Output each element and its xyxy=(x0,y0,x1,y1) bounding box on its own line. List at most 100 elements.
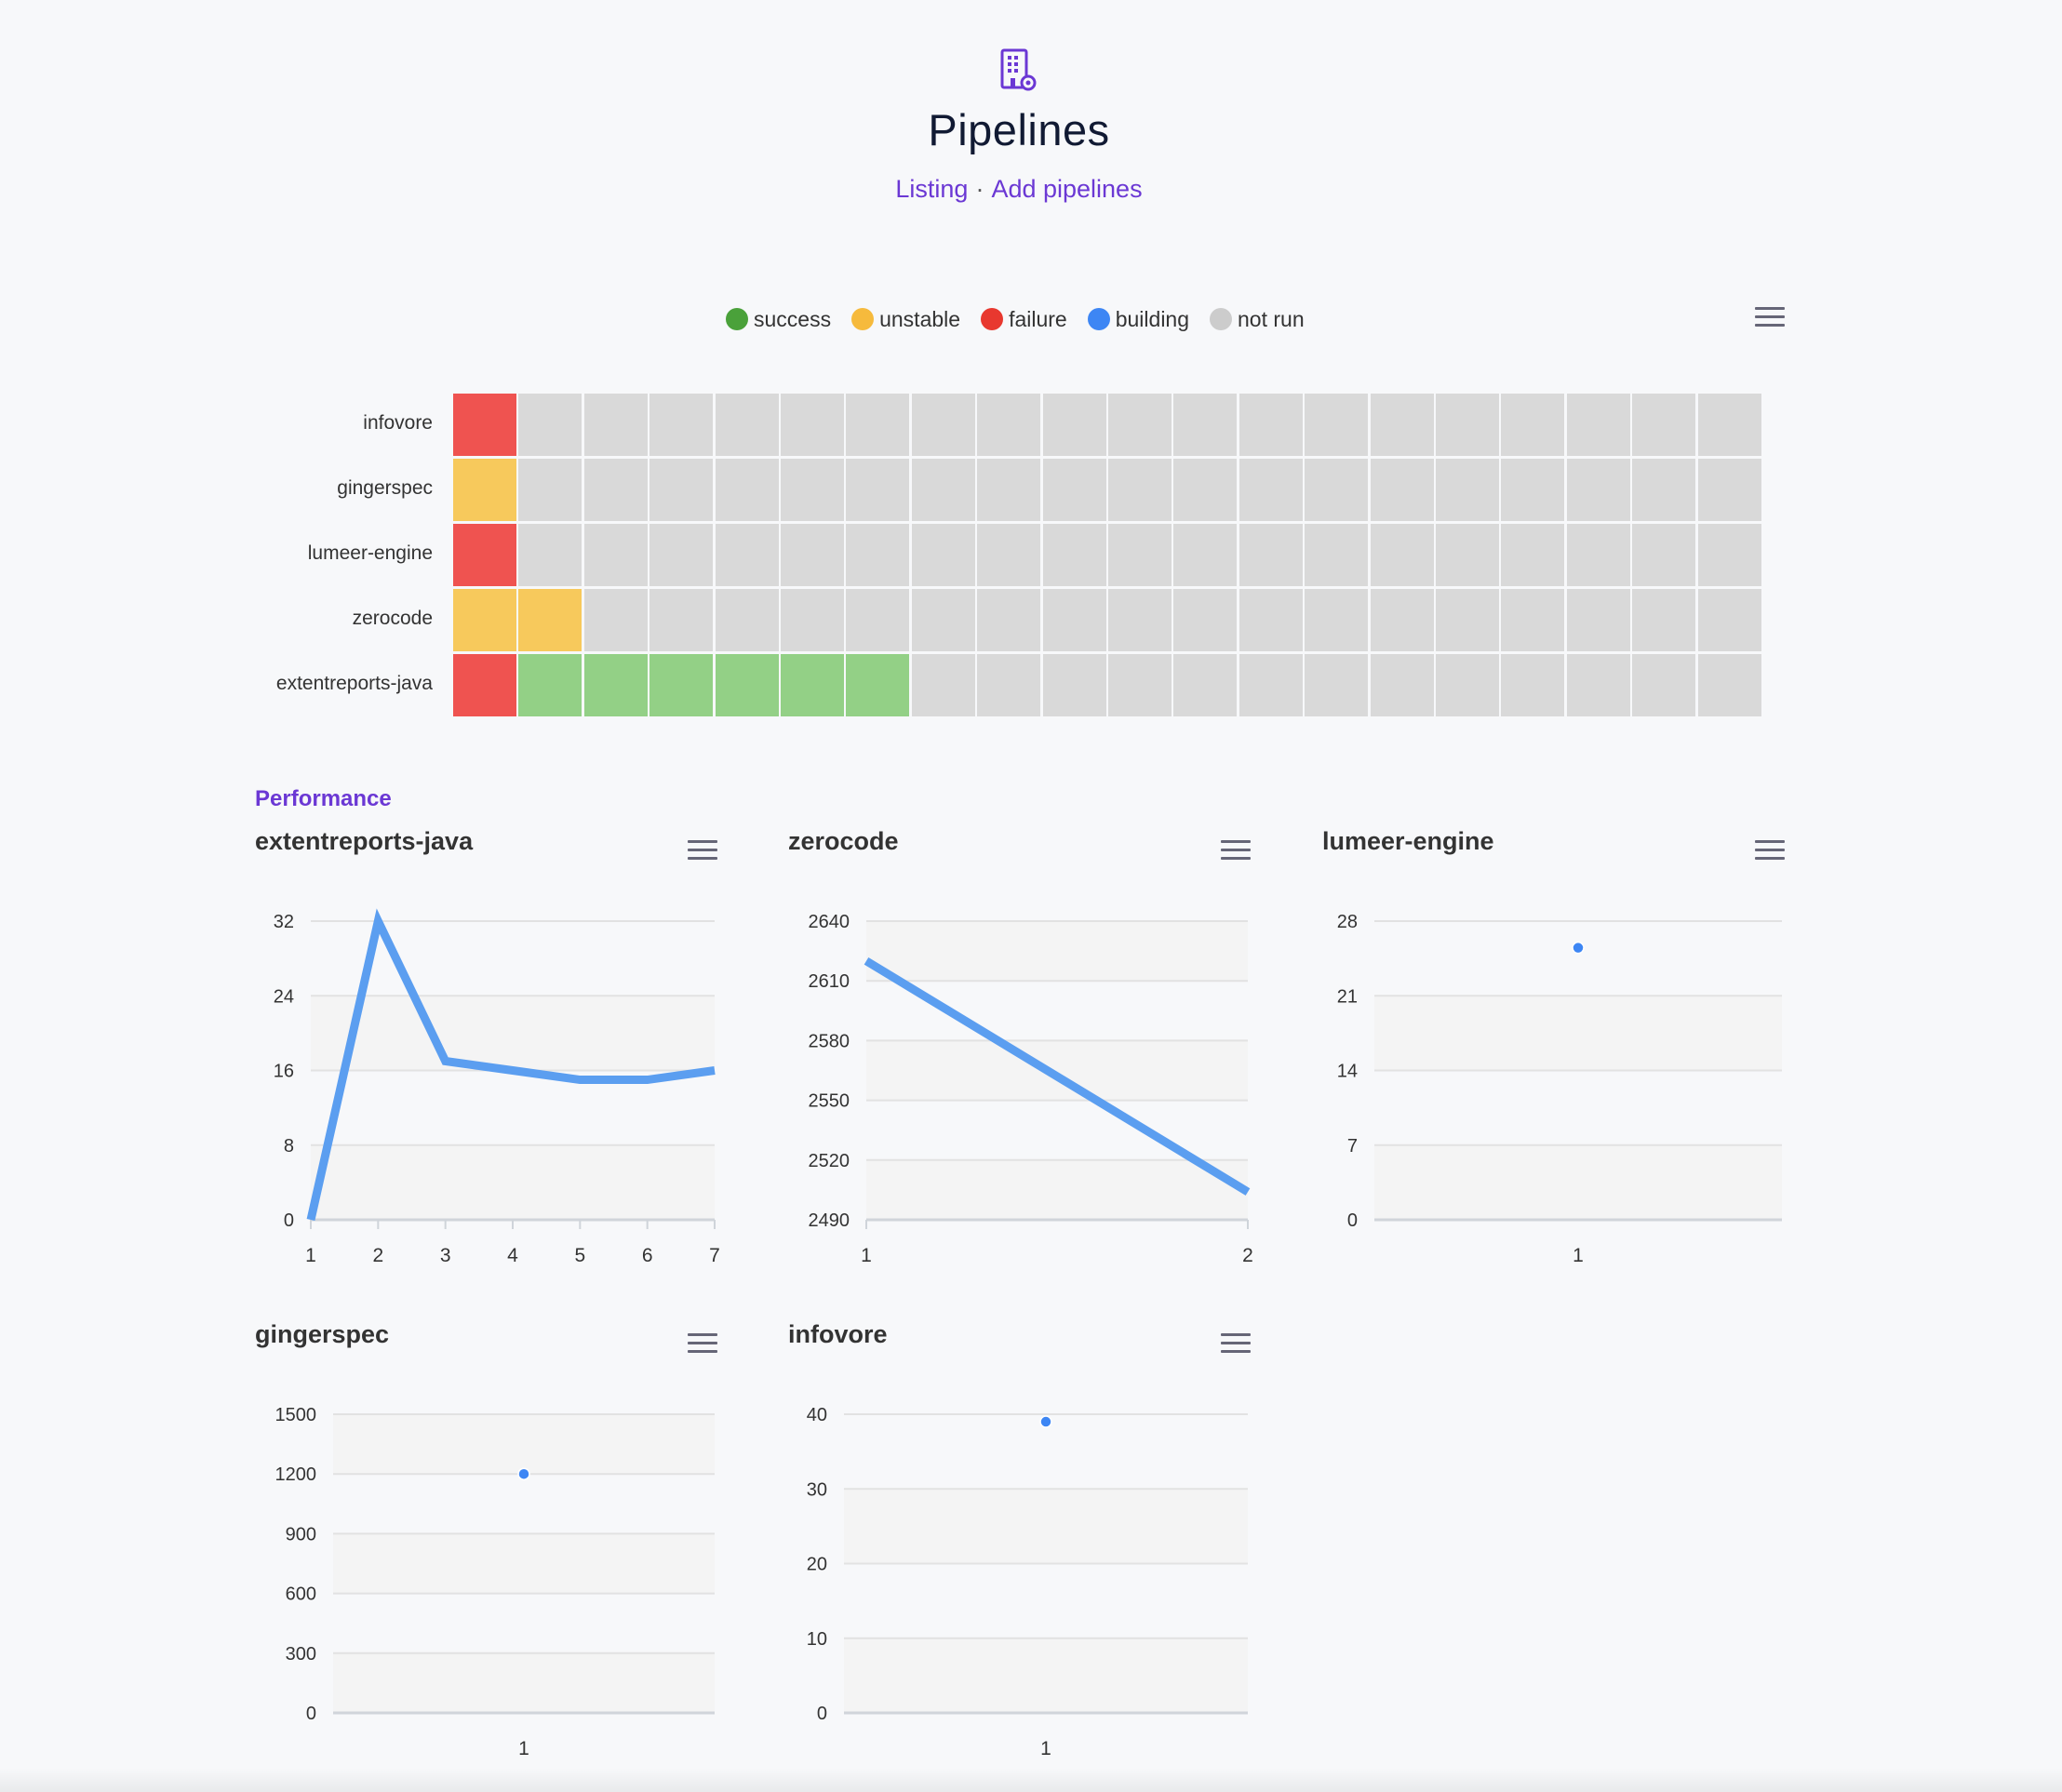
heatmap-cell-not-run[interactable] xyxy=(1173,394,1238,456)
heatmap-cell-not-run[interactable] xyxy=(1501,589,1565,651)
heatmap-cell-not-run[interactable] xyxy=(1370,524,1434,586)
heatmap-cell-not-run[interactable] xyxy=(1697,589,1761,651)
heatmap-cell-not-run[interactable] xyxy=(649,589,714,651)
heatmap-cell-not-run[interactable] xyxy=(1566,524,1630,586)
chart-menu-icon[interactable] xyxy=(1221,840,1251,863)
heatmap-cell-failure[interactable] xyxy=(453,654,516,716)
heatmap-cell-not-run[interactable] xyxy=(1566,394,1630,456)
heatmap-cell-success[interactable] xyxy=(583,654,648,716)
legend-item-not-run[interactable]: not run xyxy=(1210,307,1305,332)
heatmap-menu-icon[interactable] xyxy=(1755,307,1785,329)
heatmap-cell-failure[interactable] xyxy=(453,394,516,456)
data-point[interactable] xyxy=(1039,1415,1052,1428)
heatmap-cell-not-run[interactable] xyxy=(1501,394,1565,456)
data-point[interactable] xyxy=(1572,941,1585,955)
heatmap-cell-not-run[interactable] xyxy=(1305,654,1369,716)
heatmap-cell-not-run[interactable] xyxy=(846,524,910,586)
heatmap-cell-not-run[interactable] xyxy=(1239,524,1303,586)
heatmap-cell-not-run[interactable] xyxy=(781,589,844,651)
chart-menu-icon[interactable] xyxy=(1755,840,1785,863)
heatmap-cell-unstable[interactable] xyxy=(453,589,516,651)
heatmap-cell-success[interactable] xyxy=(649,654,714,716)
heatmap-cell-not-run[interactable] xyxy=(781,394,844,456)
heatmap-cell-not-run[interactable] xyxy=(1632,654,1696,716)
heatmap-cell-not-run[interactable] xyxy=(715,459,779,521)
heatmap-cell-not-run[interactable] xyxy=(518,459,582,521)
heatmap-cell-not-run[interactable] xyxy=(1501,459,1565,521)
heatmap-cell-not-run[interactable] xyxy=(1697,459,1761,521)
heatmap-cell-not-run[interactable] xyxy=(781,459,844,521)
heatmap-cell-not-run[interactable] xyxy=(649,524,714,586)
heatmap-cell-not-run[interactable] xyxy=(977,654,1041,716)
chart-menu-icon[interactable] xyxy=(1221,1333,1251,1356)
heatmap-cell-not-run[interactable] xyxy=(649,459,714,521)
heatmap-cell-not-run[interactable] xyxy=(977,524,1041,586)
heatmap-cell-not-run[interactable] xyxy=(1173,524,1238,586)
heatmap-cell-not-run[interactable] xyxy=(1042,524,1106,586)
heatmap-cell-unstable[interactable] xyxy=(518,589,582,651)
series-line[interactable] xyxy=(864,956,1251,1196)
heatmap-cell-not-run[interactable] xyxy=(846,459,910,521)
legend-item-unstable[interactable]: unstable xyxy=(851,307,960,332)
heatmap-cell-not-run[interactable] xyxy=(1697,524,1761,586)
add-pipelines-link[interactable]: Add pipelines xyxy=(991,175,1143,203)
heatmap-cell-success[interactable] xyxy=(518,654,582,716)
listing-link[interactable]: Listing xyxy=(895,175,969,203)
heatmap-cell-not-run[interactable] xyxy=(846,589,910,651)
legend-item-success[interactable]: success xyxy=(726,307,831,332)
heatmap-cell-not-run[interactable] xyxy=(649,394,714,456)
heatmap-cell-not-run[interactable] xyxy=(1370,589,1434,651)
heatmap-cell-not-run[interactable] xyxy=(977,589,1041,651)
heatmap-cell-not-run[interactable] xyxy=(1697,394,1761,456)
heatmap-cell-not-run[interactable] xyxy=(1042,394,1106,456)
heatmap-cell-not-run[interactable] xyxy=(1566,589,1630,651)
heatmap-cell-not-run[interactable] xyxy=(1632,459,1696,521)
heatmap-cell-not-run[interactable] xyxy=(1370,654,1434,716)
heatmap-cell-not-run[interactable] xyxy=(1632,524,1696,586)
heatmap-cell-not-run[interactable] xyxy=(1173,589,1238,651)
heatmap-cell-not-run[interactable] xyxy=(1501,654,1565,716)
heatmap-cell-not-run[interactable] xyxy=(1370,394,1434,456)
chart-menu-icon[interactable] xyxy=(688,840,717,863)
heatmap-cell-not-run[interactable] xyxy=(911,524,975,586)
legend-item-building[interactable]: building xyxy=(1087,307,1189,332)
heatmap-cell-not-run[interactable] xyxy=(1436,394,1499,456)
heatmap-cell-not-run[interactable] xyxy=(1042,589,1106,651)
heatmap-cell-not-run[interactable] xyxy=(1436,589,1499,651)
heatmap-cell-unstable[interactable] xyxy=(453,459,516,521)
heatmap-cell-not-run[interactable] xyxy=(1239,459,1303,521)
heatmap-cell-not-run[interactable] xyxy=(583,459,648,521)
heatmap-cell-not-run[interactable] xyxy=(715,394,779,456)
heatmap-cell-not-run[interactable] xyxy=(1239,654,1303,716)
heatmap-cell-not-run[interactable] xyxy=(1632,589,1696,651)
heatmap-cell-not-run[interactable] xyxy=(1108,524,1172,586)
heatmap-cell-not-run[interactable] xyxy=(1566,459,1630,521)
heatmap-cell-not-run[interactable] xyxy=(1108,459,1172,521)
heatmap-cell-not-run[interactable] xyxy=(1436,524,1499,586)
data-point[interactable] xyxy=(517,1467,530,1480)
heatmap-cell-not-run[interactable] xyxy=(583,524,648,586)
heatmap-cell-not-run[interactable] xyxy=(715,589,779,651)
heatmap-cell-not-run[interactable] xyxy=(1305,589,1369,651)
heatmap-cell-not-run[interactable] xyxy=(518,394,582,456)
heatmap-cell-not-run[interactable] xyxy=(911,589,975,651)
heatmap-cell-not-run[interactable] xyxy=(1173,459,1238,521)
heatmap-cell-not-run[interactable] xyxy=(1632,394,1696,456)
series-line[interactable] xyxy=(306,908,716,1221)
chart-menu-icon[interactable] xyxy=(688,1333,717,1356)
heatmap-cell-not-run[interactable] xyxy=(977,459,1041,521)
heatmap-cell-not-run[interactable] xyxy=(1042,459,1106,521)
heatmap-cell-not-run[interactable] xyxy=(1108,589,1172,651)
heatmap-cell-failure[interactable] xyxy=(453,524,516,586)
heatmap-cell-not-run[interactable] xyxy=(1108,394,1172,456)
heatmap-cell-not-run[interactable] xyxy=(1108,654,1172,716)
heatmap-cell-not-run[interactable] xyxy=(1436,459,1499,521)
heatmap-cell-not-run[interactable] xyxy=(1305,394,1369,456)
heatmap-cell-not-run[interactable] xyxy=(1436,654,1499,716)
heatmap-cell-not-run[interactable] xyxy=(1042,654,1106,716)
heatmap-cell-not-run[interactable] xyxy=(1697,654,1761,716)
legend-item-failure[interactable]: failure xyxy=(981,307,1067,332)
heatmap-cell-not-run[interactable] xyxy=(1370,459,1434,521)
heatmap-cell-not-run[interactable] xyxy=(583,394,648,456)
heatmap-cell-not-run[interactable] xyxy=(1566,654,1630,716)
